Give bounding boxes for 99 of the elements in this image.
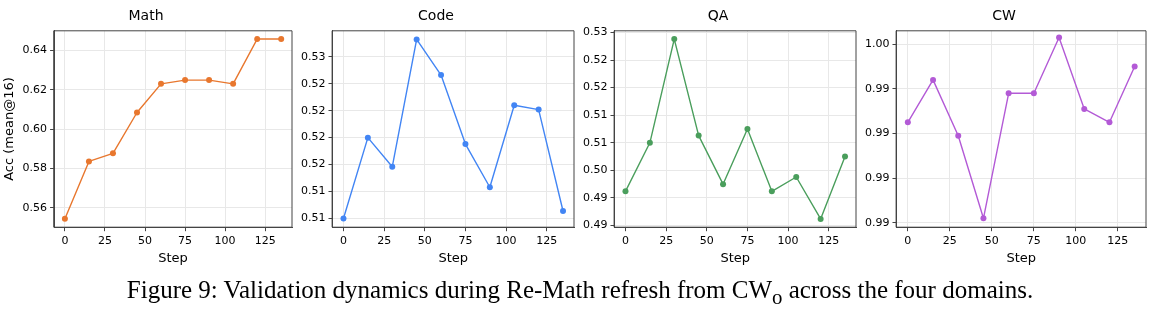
point <box>134 109 140 116</box>
point <box>158 80 165 87</box>
y-tick-label: 0.52 <box>582 80 608 94</box>
x-tick-label: 0 <box>339 233 347 247</box>
y-tick-label: 0.49 <box>582 218 608 232</box>
point <box>1081 105 1088 112</box>
x-tick-label: 100 <box>495 233 517 247</box>
point <box>61 215 68 222</box>
x-tick-label: 75 <box>458 233 473 247</box>
point <box>955 132 962 139</box>
x-tick-label: 50 <box>138 233 153 247</box>
chart-title: Code <box>418 7 454 24</box>
x-axis-title: Step <box>1006 249 1037 265</box>
point <box>486 184 493 191</box>
x-tick-label: 50 <box>417 233 432 247</box>
x-axis-title: Step <box>438 249 469 265</box>
y-tick-label: 0.52 <box>300 157 326 171</box>
point <box>1106 119 1113 126</box>
point <box>744 126 751 132</box>
point <box>817 215 824 222</box>
point <box>1131 63 1138 70</box>
y-tick-label: 0.51 <box>582 108 608 122</box>
x-tick-label: 0 <box>621 233 629 247</box>
y-tick-label: 0.62 <box>22 82 48 96</box>
point <box>230 80 237 87</box>
point <box>278 36 285 43</box>
x-tick-label: 25 <box>97 233 112 247</box>
x-tick-label: 100 <box>1065 233 1087 247</box>
x-tick-label: 50 <box>699 233 714 247</box>
point <box>768 188 775 195</box>
y-tick-label: 0.52 <box>582 52 608 66</box>
x-tick-label: 100 <box>777 233 799 247</box>
chart-title: QA <box>707 7 729 24</box>
point <box>671 36 678 43</box>
y-axis-title: Acc (mean@16) <box>1 77 17 181</box>
point <box>904 119 911 126</box>
y-tick-label: 0.99 <box>864 126 890 140</box>
x-tick-label: 25 <box>377 233 392 247</box>
y-tick-label: 0.53 <box>300 49 326 63</box>
y-tick-label: 0.50 <box>582 163 608 177</box>
point <box>340 215 347 222</box>
x-tick-label: 0 <box>904 233 912 247</box>
point <box>535 106 542 113</box>
point <box>109 150 116 157</box>
x-tick-label: 75 <box>178 233 193 247</box>
y-tick-label: 0.53 <box>582 25 608 39</box>
point <box>720 181 727 188</box>
y-tick-label: 0.52 <box>300 130 326 144</box>
chart-title: Math <box>128 7 164 24</box>
point <box>182 77 189 84</box>
y-tick-label: 0.51 <box>300 211 326 225</box>
point <box>980 215 987 222</box>
y-tick-label: 0.56 <box>22 200 48 214</box>
point <box>206 77 213 84</box>
x-tick-label: 100 <box>214 233 236 247</box>
point <box>695 132 702 139</box>
chart-title: CW <box>992 7 1016 24</box>
point <box>560 208 567 215</box>
point <box>622 188 629 195</box>
point <box>364 134 371 141</box>
x-tick-label: 25 <box>659 233 674 247</box>
point <box>1056 34 1063 41</box>
y-tick-label: 0.51 <box>300 184 326 198</box>
point <box>462 141 469 148</box>
x-axis-title: Step <box>720 249 751 265</box>
point <box>413 36 420 43</box>
x-axis-title: Step <box>158 249 188 265</box>
point <box>389 163 396 170</box>
point <box>1005 90 1012 97</box>
point <box>842 153 849 160</box>
y-tick-label: 0.64 <box>22 43 48 57</box>
y-tick-label: 1.00 <box>864 37 890 51</box>
caption: Figure 9: Validation dynamics during Re-Math refresh from CW$_{o}$ across the four domains. <box>125 276 1035 310</box>
x-tick-label: 25 <box>942 233 957 247</box>
y-tick-label: 0.52 <box>300 76 326 90</box>
x-tick-label: 125 <box>254 233 276 247</box>
point <box>438 72 445 79</box>
point <box>511 102 518 109</box>
y-tick-label: 0.99 <box>864 215 890 229</box>
y-tick-label: 0.51 <box>582 135 608 149</box>
y-tick-label: 0.60 <box>22 122 48 136</box>
y-tick-label: 0.99 <box>864 81 890 95</box>
point <box>646 139 653 146</box>
x-tick-label: 50 <box>984 233 999 247</box>
y-tick-label: 0.99 <box>864 170 890 184</box>
x-tick-label: 125 <box>818 233 840 247</box>
point <box>85 158 92 165</box>
y-tick-label: 0.58 <box>22 161 48 175</box>
point <box>254 36 261 43</box>
x-tick-label: 75 <box>740 233 755 247</box>
point <box>930 76 937 83</box>
y-tick-label: 0.52 <box>300 103 326 117</box>
point <box>1030 90 1037 97</box>
y-tick-label: 0.49 <box>582 190 608 204</box>
x-tick-label: 75 <box>1026 233 1041 247</box>
x-tick-label: 0 <box>61 233 69 247</box>
x-tick-label: 125 <box>1107 233 1129 247</box>
point <box>793 174 800 180</box>
x-tick-label: 125 <box>536 233 558 247</box>
